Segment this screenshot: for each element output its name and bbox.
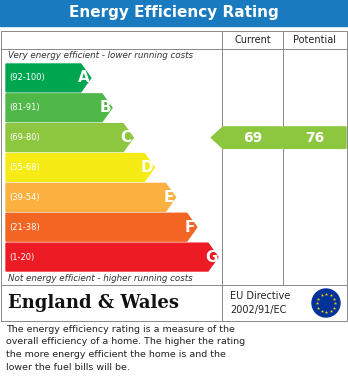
Circle shape <box>312 289 340 317</box>
Text: Very energy efficient - lower running costs: Very energy efficient - lower running co… <box>8 52 193 61</box>
Text: F: F <box>185 220 195 235</box>
Polygon shape <box>6 154 155 181</box>
Text: 69: 69 <box>243 131 262 145</box>
Text: (39-54): (39-54) <box>9 193 40 202</box>
Text: A: A <box>78 70 90 85</box>
Polygon shape <box>6 64 91 92</box>
Text: 76: 76 <box>306 131 325 145</box>
Polygon shape <box>6 213 197 241</box>
Polygon shape <box>272 127 346 149</box>
Bar <box>1 285 347 321</box>
Polygon shape <box>6 124 133 152</box>
Text: (21-38): (21-38) <box>9 223 40 232</box>
Bar <box>0 0 348 26</box>
Text: (55-68): (55-68) <box>9 163 40 172</box>
Text: The energy efficiency rating is a measure of the
overall efficiency of a home. T: The energy efficiency rating is a measur… <box>6 325 245 371</box>
Text: E: E <box>164 190 174 205</box>
Bar <box>1 285 347 321</box>
Bar <box>0 31 348 285</box>
Text: Not energy efficient - higher running costs: Not energy efficient - higher running co… <box>8 274 193 283</box>
Text: (81-91): (81-91) <box>9 103 40 112</box>
Text: EU Directive
2002/91/EC: EU Directive 2002/91/EC <box>230 291 290 315</box>
Text: (1-20): (1-20) <box>9 253 34 262</box>
Polygon shape <box>6 94 112 122</box>
Bar <box>1 31 347 285</box>
Text: B: B <box>99 100 111 115</box>
Text: Current: Current <box>234 35 271 45</box>
Text: Energy Efficiency Rating: Energy Efficiency Rating <box>69 5 279 20</box>
Text: (92-100): (92-100) <box>9 74 45 83</box>
Polygon shape <box>211 127 282 149</box>
Text: D: D <box>141 160 154 175</box>
Polygon shape <box>6 183 176 211</box>
Polygon shape <box>6 243 218 271</box>
Text: Potential: Potential <box>293 35 337 45</box>
Text: C: C <box>121 130 132 145</box>
Text: (69-80): (69-80) <box>9 133 40 142</box>
Text: G: G <box>205 249 217 265</box>
Text: England & Wales: England & Wales <box>8 294 179 312</box>
